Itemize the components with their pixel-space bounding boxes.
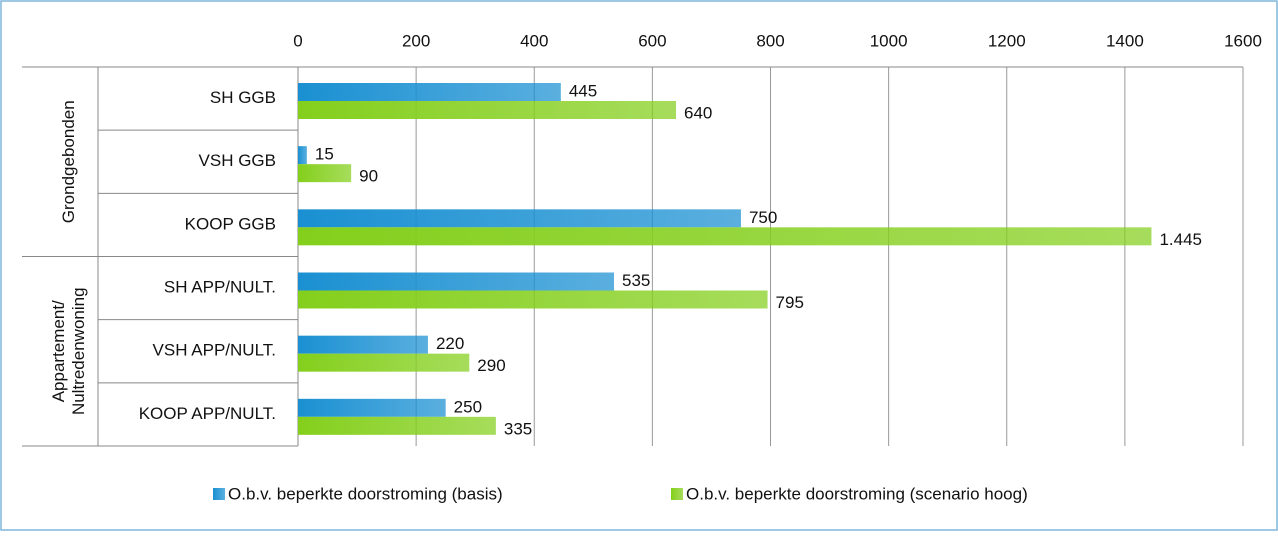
x-tick-label: 600 bbox=[638, 31, 666, 50]
bar bbox=[298, 209, 741, 228]
y-tick-label: KOOP APP/NULT. bbox=[139, 404, 276, 423]
bar bbox=[298, 398, 446, 417]
y-tick-label: SH APP/NULT. bbox=[164, 278, 276, 297]
legend-label: O.b.v. beperkte doorstroming (basis) bbox=[228, 484, 503, 503]
legend-label: O.b.v. beperkte doorstroming (scenario h… bbox=[686, 484, 1028, 503]
bar bbox=[298, 227, 1152, 246]
data-label: 640 bbox=[684, 103, 712, 122]
bar bbox=[298, 353, 470, 372]
bar bbox=[298, 83, 561, 101]
bar bbox=[298, 416, 496, 435]
data-label: 290 bbox=[477, 356, 505, 375]
data-label: 15 bbox=[315, 145, 334, 164]
group-label: Appartement/Nultredenwoning bbox=[49, 287, 88, 415]
x-tick-label: 400 bbox=[520, 31, 548, 50]
group-label-line: Nultredenwoning bbox=[69, 287, 88, 415]
y-tick-label: VSH APP/NULT. bbox=[153, 341, 276, 360]
data-label: 445 bbox=[569, 81, 597, 100]
x-tick-label: 800 bbox=[756, 31, 784, 50]
group-label-line: Appartement/ bbox=[49, 300, 68, 402]
data-label: 1.445 bbox=[1159, 230, 1202, 249]
y-tick-label: SH GGB bbox=[210, 88, 276, 107]
x-tick-label: 200 bbox=[402, 31, 430, 50]
data-label: 90 bbox=[359, 167, 378, 186]
bar bbox=[298, 101, 676, 119]
data-label: 750 bbox=[749, 208, 777, 227]
data-label: 535 bbox=[622, 271, 650, 290]
data-label: 795 bbox=[776, 293, 804, 312]
x-tick-label: 0 bbox=[293, 31, 302, 50]
bar bbox=[298, 164, 352, 183]
y-tick-label: VSH GGB bbox=[199, 151, 276, 170]
y-tick-label: KOOP GGB bbox=[185, 214, 276, 233]
bar bbox=[298, 272, 614, 291]
data-label: 335 bbox=[504, 419, 532, 438]
bar bbox=[298, 290, 768, 309]
x-tick-label: 1000 bbox=[870, 31, 908, 50]
x-tick-label: 1600 bbox=[1224, 31, 1262, 50]
legend-swatch bbox=[671, 488, 683, 500]
x-tick-label: 1400 bbox=[1106, 31, 1144, 50]
data-label: 250 bbox=[454, 397, 482, 416]
bar bbox=[298, 335, 428, 354]
x-tick-label: 1200 bbox=[988, 31, 1026, 50]
group-label-line: Grondgebonden bbox=[59, 100, 78, 223]
data-label: 220 bbox=[436, 334, 464, 353]
group-label: Grondgebonden bbox=[59, 100, 78, 223]
bar bbox=[298, 146, 307, 165]
legend-swatch bbox=[213, 488, 225, 500]
